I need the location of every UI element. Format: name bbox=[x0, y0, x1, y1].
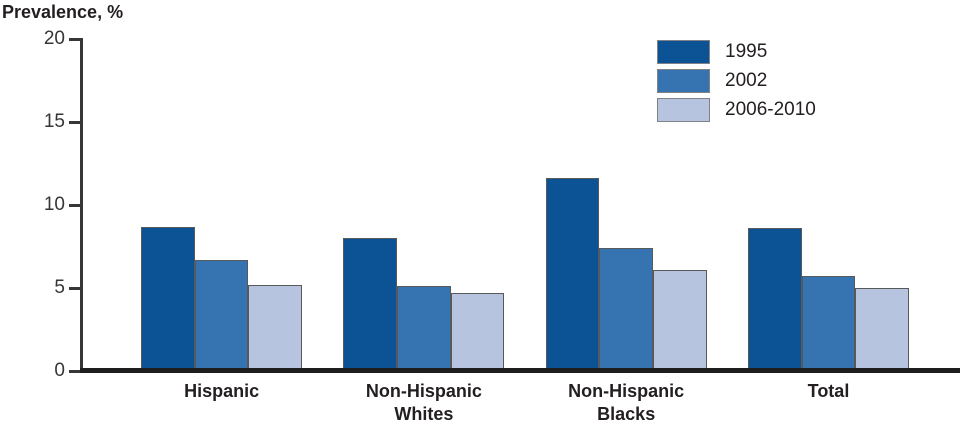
legend-item-1995: 1995 bbox=[657, 40, 816, 64]
legend-item-2002: 2002 bbox=[657, 69, 816, 93]
legend-label: 1995 bbox=[725, 41, 768, 62]
y-tick-label-10: 10 bbox=[43, 194, 65, 215]
bar-2002-group2 bbox=[599, 248, 654, 371]
legend-label: 2002 bbox=[725, 70, 768, 91]
x-category-label-3: Total bbox=[807, 381, 850, 401]
legend-swatch-icon bbox=[657, 69, 710, 93]
legend-label: 2006-2010 bbox=[725, 99, 816, 120]
y-tick-0 bbox=[69, 369, 83, 373]
bar-2006-2010-group0 bbox=[248, 284, 303, 371]
y-tick-label-0: 0 bbox=[54, 360, 65, 381]
x-axis-line bbox=[80, 368, 960, 373]
y-tick-15 bbox=[69, 120, 83, 124]
x-category-label-1: Non-Hispanic Whites bbox=[365, 381, 482, 424]
plot-area: 0 5 10 15 20 Hispanic Non-Hispanic Whites Non-H… bbox=[44, 28, 960, 424]
bar-1995-group1 bbox=[343, 238, 397, 371]
bar-2006-2010-group3 bbox=[855, 288, 910, 371]
bar-2002-group3 bbox=[801, 276, 856, 371]
legend-item-2006-2010: 2006-2010 bbox=[657, 98, 816, 122]
y-tick-label-5: 5 bbox=[54, 277, 65, 298]
bar-2006-2010-group2 bbox=[653, 269, 707, 371]
bar-2002-group0 bbox=[194, 259, 249, 371]
x-category-label-2: Non-Hispanic Blacks bbox=[568, 381, 685, 424]
x-category-label-0: Hispanic bbox=[184, 381, 260, 401]
bar-2006-2010-group1 bbox=[450, 293, 505, 371]
y-tick-20 bbox=[69, 37, 83, 41]
legend-swatch-icon bbox=[657, 98, 710, 122]
y-tick-10 bbox=[69, 203, 83, 207]
bar-2002-group1 bbox=[397, 286, 451, 371]
y-tick-label-20: 20 bbox=[43, 28, 65, 49]
y-axis-title: Prevalence, % bbox=[2, 2, 124, 22]
bar-1995-group3 bbox=[748, 228, 802, 371]
y-tick-5 bbox=[69, 286, 83, 290]
bar-1995-group2 bbox=[545, 178, 600, 371]
legend: 1995 2002 2006-2010 bbox=[657, 40, 816, 127]
legend-swatch-icon bbox=[657, 40, 710, 64]
bar-1995-group0 bbox=[141, 226, 195, 371]
y-tick-label-15: 15 bbox=[43, 111, 65, 132]
